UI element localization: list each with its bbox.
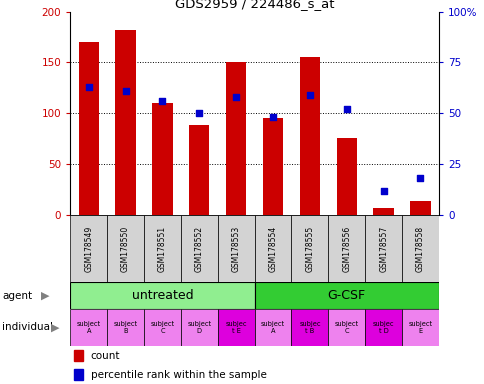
- Text: GSM178551: GSM178551: [158, 225, 166, 272]
- Bar: [226, 62, 246, 215]
- Bar: [189, 126, 209, 215]
- Bar: [291, 215, 328, 282]
- Text: subject
A: subject A: [260, 321, 285, 334]
- Text: GSM178557: GSM178557: [378, 225, 387, 272]
- Bar: [364, 215, 401, 282]
- Text: agent: agent: [2, 291, 32, 301]
- Bar: [254, 215, 291, 282]
- Text: subjec
t E: subjec t E: [225, 321, 246, 334]
- Text: subjec
t B: subjec t B: [299, 321, 320, 334]
- Text: subject
D: subject D: [187, 321, 211, 334]
- Point: [195, 110, 203, 116]
- Bar: [401, 309, 438, 346]
- Bar: [70, 282, 254, 309]
- Bar: [409, 201, 430, 215]
- Bar: [336, 138, 356, 215]
- Bar: [217, 215, 254, 282]
- Bar: [254, 282, 438, 309]
- Text: GSM178558: GSM178558: [415, 225, 424, 272]
- Bar: [107, 309, 144, 346]
- Text: subject
C: subject C: [334, 321, 358, 334]
- Point: [269, 114, 276, 121]
- Bar: [74, 369, 83, 380]
- Bar: [70, 309, 107, 346]
- Text: count: count: [91, 351, 120, 361]
- Bar: [299, 57, 319, 215]
- Bar: [115, 30, 136, 215]
- Point: [158, 98, 166, 104]
- Point: [379, 187, 387, 194]
- Bar: [328, 309, 364, 346]
- Point: [305, 92, 313, 98]
- Point: [121, 88, 129, 94]
- Title: GDS2959 / 224486_s_at: GDS2959 / 224486_s_at: [175, 0, 333, 10]
- Point: [416, 175, 424, 182]
- Text: subject
C: subject C: [150, 321, 174, 334]
- Bar: [107, 215, 144, 282]
- Text: G-CSF: G-CSF: [327, 289, 365, 302]
- Text: GSM178554: GSM178554: [268, 225, 277, 272]
- Bar: [181, 309, 217, 346]
- Text: GSM178549: GSM178549: [84, 225, 93, 272]
- Point: [342, 106, 350, 112]
- Bar: [262, 118, 283, 215]
- Bar: [144, 215, 181, 282]
- Bar: [78, 42, 99, 215]
- Text: subject
B: subject B: [113, 321, 137, 334]
- Bar: [291, 309, 328, 346]
- Text: ▶: ▶: [51, 322, 60, 333]
- Text: GSM178552: GSM178552: [195, 225, 203, 272]
- Text: GSM178556: GSM178556: [342, 225, 350, 272]
- Text: ▶: ▶: [41, 291, 50, 301]
- Text: untreated: untreated: [131, 289, 193, 302]
- Bar: [70, 215, 107, 282]
- Point: [232, 94, 240, 100]
- Bar: [401, 215, 438, 282]
- Text: GSM178550: GSM178550: [121, 225, 130, 272]
- Bar: [373, 208, 393, 215]
- Bar: [181, 215, 217, 282]
- Bar: [152, 103, 172, 215]
- Bar: [74, 350, 83, 361]
- Text: subject
A: subject A: [76, 321, 101, 334]
- Text: GSM178553: GSM178553: [231, 225, 240, 272]
- Text: subjec
t D: subjec t D: [372, 321, 393, 334]
- Text: individual: individual: [2, 322, 53, 333]
- Text: percentile rank within the sample: percentile rank within the sample: [91, 370, 266, 380]
- Text: subject
E: subject E: [408, 321, 432, 334]
- Point: [85, 84, 92, 90]
- Text: GSM178555: GSM178555: [305, 225, 314, 272]
- Bar: [144, 309, 181, 346]
- Bar: [254, 309, 291, 346]
- Bar: [217, 309, 254, 346]
- Bar: [364, 309, 401, 346]
- Bar: [328, 215, 364, 282]
